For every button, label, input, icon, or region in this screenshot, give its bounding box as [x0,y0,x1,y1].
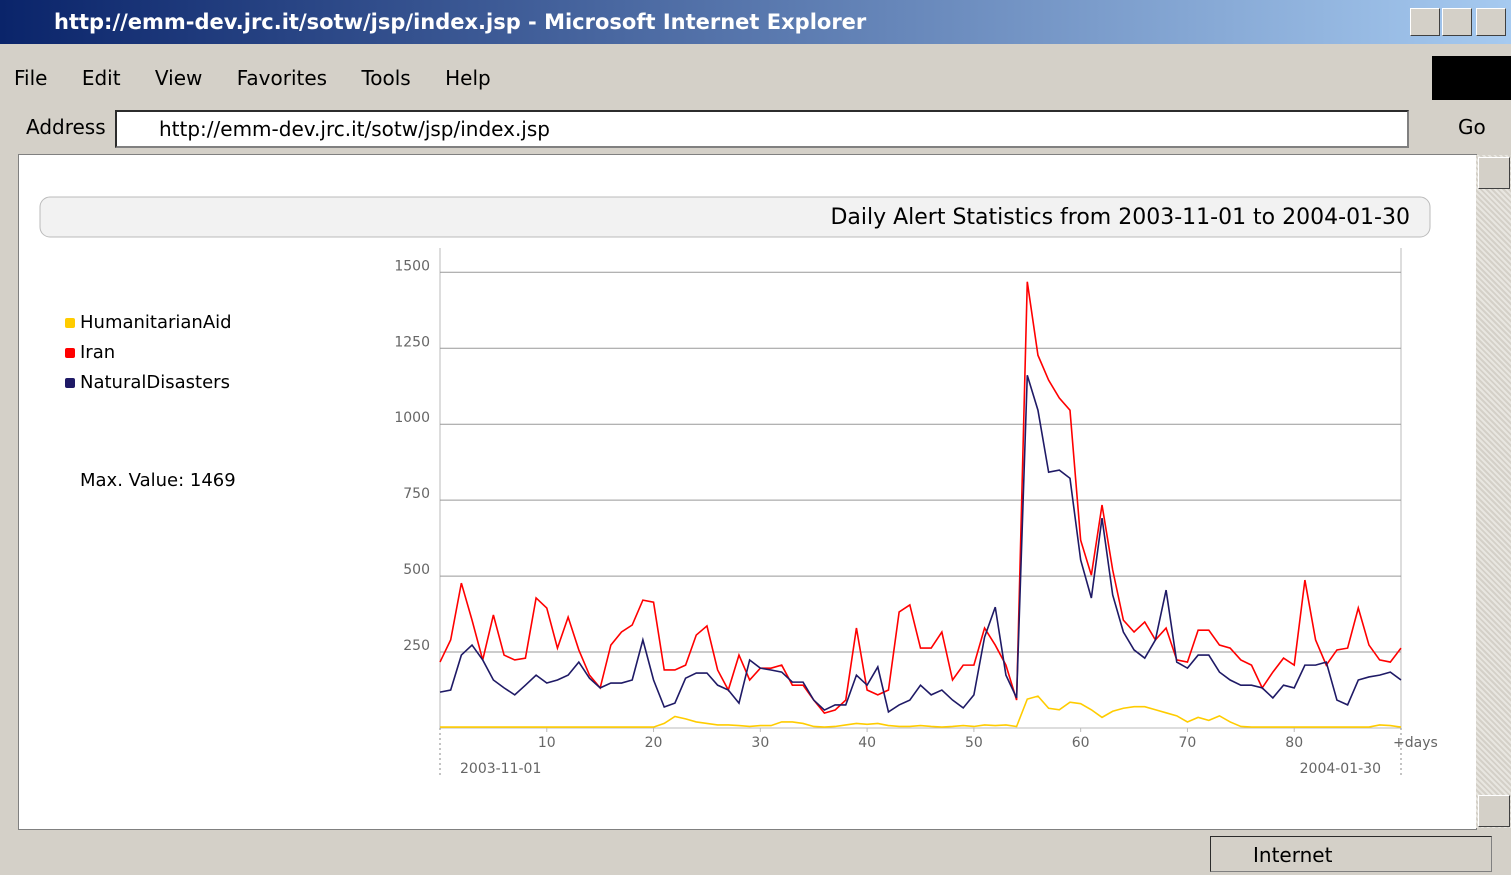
y-tick-label: 1250 [394,334,430,350]
legend-label: NaturalDisasters [80,372,230,393]
go-button[interactable]: Go [1458,115,1486,139]
close-button[interactable] [1476,8,1506,36]
x-tick-label: 30 [751,735,769,751]
chart-title: Daily Alert Statistics from 2003-11-01 t… [830,205,1410,230]
legend-label: Iran [80,342,115,363]
x-tick-label: 20 [645,735,663,751]
series-line [440,695,1402,728]
legend-swatch [65,378,75,388]
title-box [39,196,1431,238]
window-title: http://emm-dev.jrc.it/sotw/jsp/index.jsp… [54,10,867,34]
status-zone: Internet [1210,836,1492,872]
scroll-down[interactable] [1478,795,1510,827]
series-line [439,281,1402,715]
y-tick-label: 1000 [394,410,430,426]
minimize-button[interactable] [1410,8,1440,36]
address-label: Address [26,115,106,139]
title-bar: http://emm-dev.jrc.it/sotw/jsp/index.jsp… [0,0,1511,44]
chart: Daily Alert Statistics from 2003-11-01 t… [39,196,1438,777]
annotation: 2003-11-01 [460,761,541,777]
x-tick-label: 10 [538,735,556,751]
status-bar: Internet [0,832,1511,875]
x-tick-label: 80 [1285,735,1303,751]
x-tick-label: 70 [1179,735,1197,751]
y-tick-label: 750 [403,486,430,502]
x-axis-label: +days [1393,735,1438,751]
menu-item[interactable]: Favorites [236,66,328,90]
series-line [439,375,1402,714]
menu-item[interactable]: Edit [81,66,121,90]
x-tick-label: 60 [1072,735,1090,751]
address-bar: Address http://emm-dev.jrc.it/sotw/jsp/i… [0,104,1511,152]
menu-item[interactable]: Help [445,66,491,90]
legend-swatch [65,318,75,328]
legend-label: HumanitarianAid [80,312,232,333]
y-tick-label: 250 [403,638,430,654]
url-text: http://emm-dev.jrc.it/sotw/jsp/index.jsp [159,117,550,141]
maximize-button[interactable] [1442,8,1472,36]
scroll-up[interactable] [1478,157,1510,189]
x-tick-label: 40 [858,735,876,751]
menu-item[interactable]: File [14,66,48,90]
scrollbar[interactable] [1476,155,1511,828]
address-field[interactable]: http://emm-dev.jrc.it/sotw/jsp/index.jsp [115,110,1409,148]
zone-text: Internet [1253,843,1333,867]
menu-item[interactable]: Tools [361,66,411,90]
y-tick-label: 500 [403,562,430,578]
legend-swatch [65,348,75,358]
annotation: 2004-01-30 [1300,761,1381,777]
x-tick-label: 50 [965,735,983,751]
throbber [1432,56,1511,100]
y-tick-label: 1500 [394,258,430,274]
page-content [18,154,1477,830]
max-value: Max. Value: 1469 [80,470,236,491]
menu-bar: File Edit View Favorites Tools Help [0,56,1430,100]
menu-item[interactable]: View [154,66,203,90]
